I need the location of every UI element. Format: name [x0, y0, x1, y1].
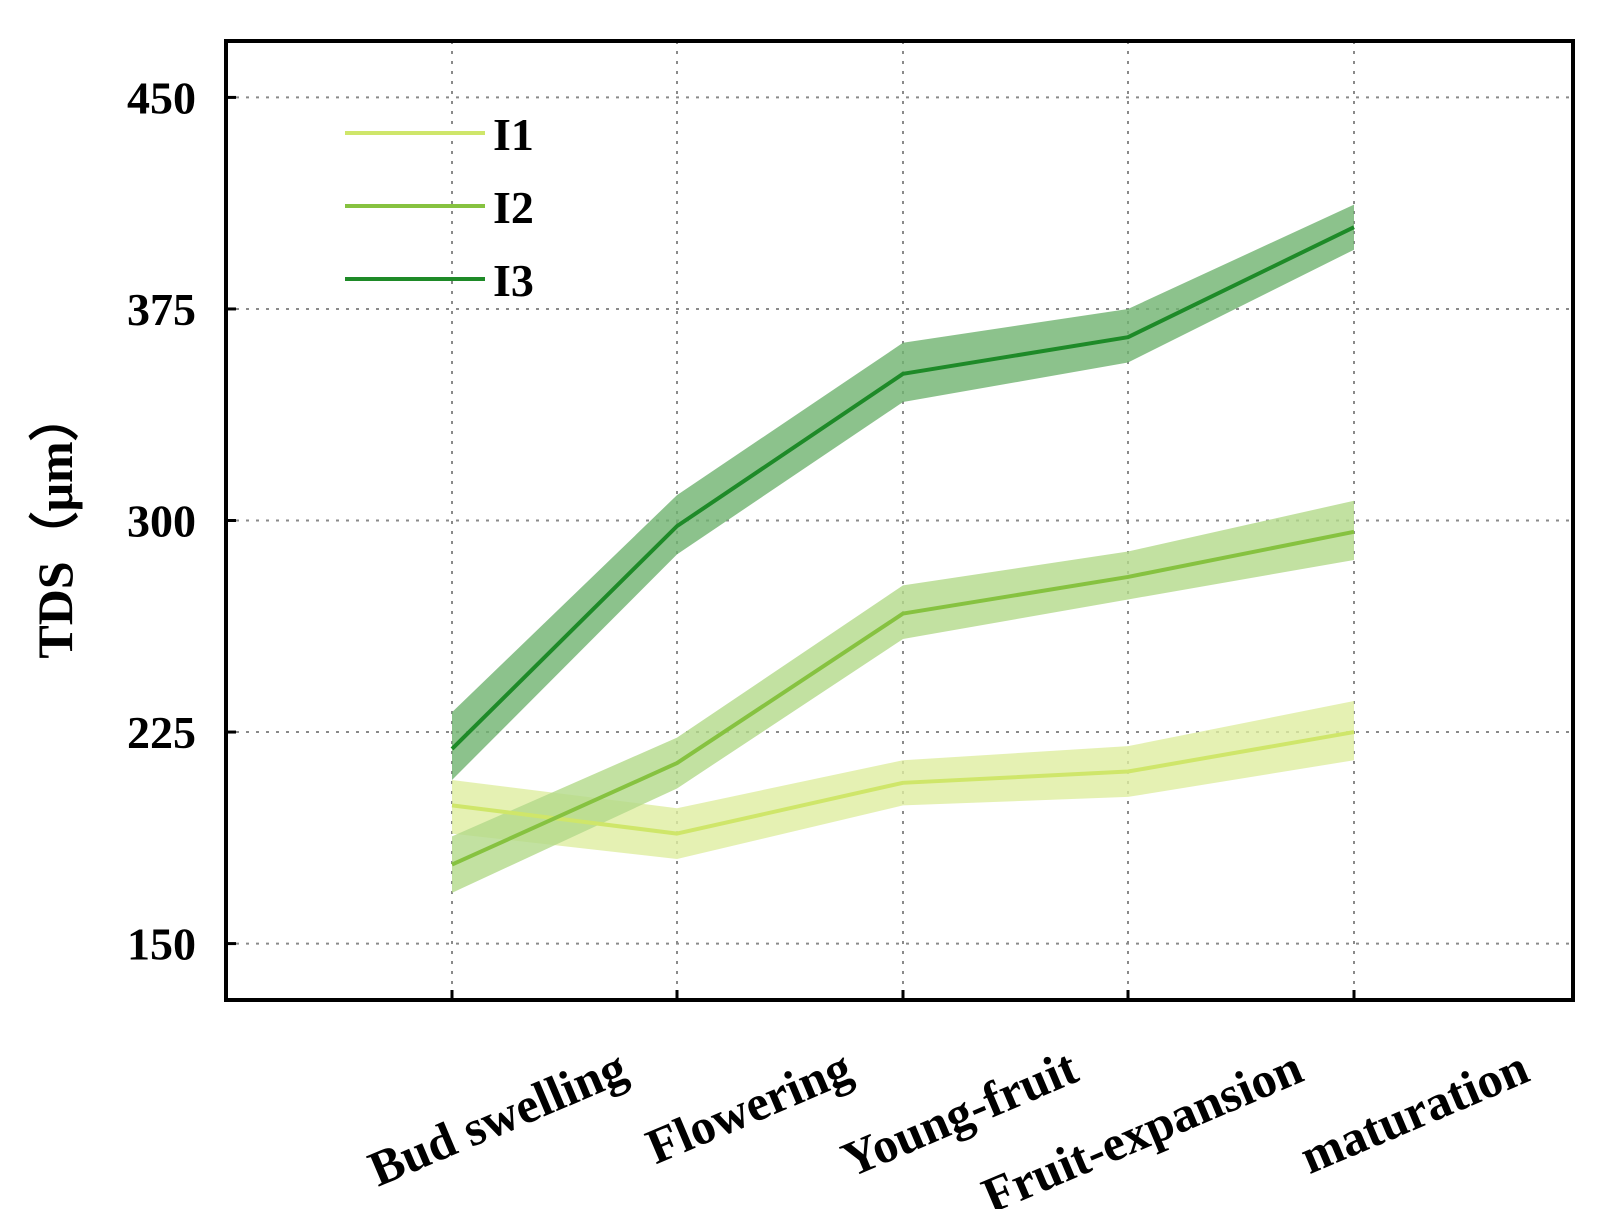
x-category-label: maturation	[1292, 1039, 1536, 1185]
legend-label: I2	[493, 182, 534, 233]
series-lines	[450, 225, 1355, 867]
y-tick-label: 450	[127, 72, 196, 123]
y-axis-label: TDS（μm）	[27, 391, 83, 658]
y-tick-label: 375	[127, 284, 196, 335]
legend: I1 I2 I3	[345, 109, 534, 306]
y-tick-label: 225	[127, 707, 196, 758]
x-category-label: Flowering	[638, 1039, 859, 1175]
error-bands	[452, 204, 1354, 893]
y-tick-label: 150	[127, 919, 196, 970]
y-axis-ticks: 150 225 300 375 450	[127, 72, 236, 970]
y-tick-label: 300	[127, 496, 196, 547]
series-line-I1	[451, 730, 1355, 836]
x-axis-ticks: Bud swelling FloweringYoung-fruitFruit-ex…	[360, 990, 1536, 1209]
error-band-I2	[452, 500, 1354, 893]
legend-label: I1	[493, 109, 534, 160]
series-line-I2	[451, 529, 1355, 867]
series-line-I3	[450, 225, 1355, 751]
error-band-I3	[452, 204, 1354, 780]
error-band-I1	[452, 701, 1354, 859]
x-category-label: Bud swelling	[360, 1039, 634, 1197]
legend-label: I3	[493, 255, 534, 306]
grid-lines	[226, 41, 1573, 1000]
